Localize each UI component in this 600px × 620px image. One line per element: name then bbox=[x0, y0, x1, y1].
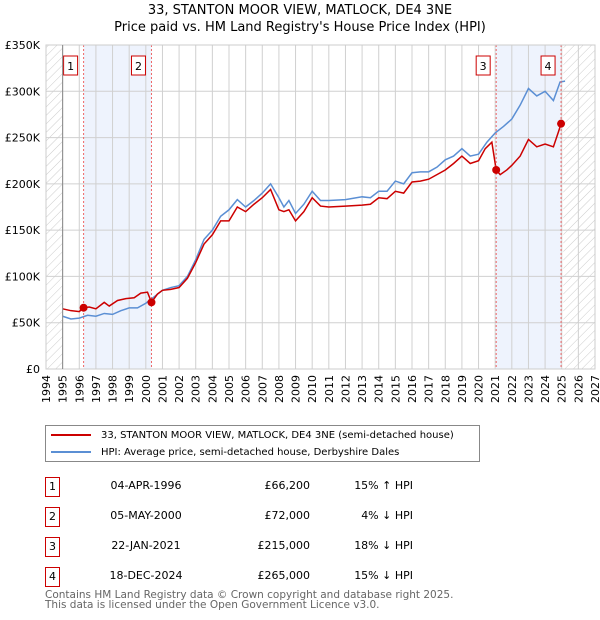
y-tick-label: £0 bbox=[26, 363, 40, 376]
legend-item-property: 33, STANTON MOOR VIEW, MATLOCK, DE4 3NE … bbox=[46, 427, 454, 443]
x-tick-label: 1995 bbox=[57, 375, 70, 403]
x-tick-label: 2004 bbox=[206, 375, 219, 403]
sale-price: £72,000 bbox=[264, 509, 311, 522]
x-tick-label: 1997 bbox=[90, 375, 103, 403]
price-chart: 1 2 3 4 1994 1995 1996 1997 1998 1999 2000 2001 2002… bbox=[5, 39, 600, 403]
sale-date: 04-APR-1996 bbox=[110, 479, 182, 492]
x-tick-label: 2026 bbox=[572, 375, 585, 403]
x-tick-label: 2019 bbox=[456, 375, 469, 403]
x-tick-label: 2012 bbox=[339, 375, 352, 403]
legend: 33, STANTON MOOR VIEW, MATLOCK, DE4 3NE … bbox=[45, 425, 480, 462]
x-tick-label: 2022 bbox=[506, 375, 519, 403]
legend-item-hpi: HPI: Average price, semi-detached house,… bbox=[46, 444, 399, 460]
y-tick-label: £200K bbox=[5, 178, 41, 191]
x-tick-label: 2027 bbox=[589, 375, 600, 403]
x-tick-label: 2015 bbox=[389, 375, 402, 403]
x-tick-label: 2013 bbox=[356, 375, 369, 403]
x-tick-label: 2023 bbox=[522, 375, 535, 403]
sale-date: 22-JAN-2021 bbox=[111, 539, 181, 552]
sale-badge: 1 bbox=[45, 477, 60, 497]
x-tick-label: 2021 bbox=[489, 375, 502, 403]
shaded-range bbox=[83, 45, 152, 369]
x-tick-label: 2006 bbox=[240, 375, 253, 403]
x-tick-label: 2002 bbox=[173, 375, 186, 403]
sale-date: 05-MAY-2000 bbox=[110, 509, 182, 522]
y-tick-label: £300K bbox=[5, 85, 41, 98]
x-tick-label: 2007 bbox=[256, 375, 269, 403]
sale-hpi-diff: 18% ↓ HPI bbox=[354, 539, 413, 552]
sale-row: 4 18-DEC-2024 £265,000 15% ↓ HPI bbox=[45, 567, 445, 589]
x-tick-label: 1994 bbox=[40, 375, 53, 403]
x-tick-label: 2024 bbox=[539, 375, 552, 403]
y-tick-label: £250K bbox=[5, 132, 41, 145]
chart-title: 33, STANTON MOOR VIEW, MATLOCK, DE4 3NE bbox=[147, 3, 453, 18]
sale-hpi-diff: 4% ↓ HPI bbox=[361, 509, 413, 522]
sale-point bbox=[492, 165, 501, 174]
sale-label: 4 bbox=[545, 60, 552, 73]
x-tick-label: 2025 bbox=[556, 375, 569, 403]
x-tick-label: 2008 bbox=[273, 375, 286, 403]
legend-label: HPI: Average price, semi-detached house,… bbox=[101, 446, 400, 458]
hpi-line bbox=[62, 80, 566, 320]
x-tick-label: 2016 bbox=[406, 375, 419, 403]
footer: Contains HM Land Registry data © Crown c… bbox=[45, 589, 454, 611]
x-tick-label: 2001 bbox=[156, 375, 169, 403]
x-tick-label: 2020 bbox=[473, 375, 486, 403]
footer-line-1: Contains HM Land Registry data © Crown c… bbox=[45, 589, 454, 601]
hatched-region bbox=[563, 45, 595, 369]
sale-price: £265,000 bbox=[257, 569, 311, 582]
sale-label-box bbox=[540, 55, 556, 76]
x-tick-label: 2017 bbox=[423, 375, 436, 403]
footer-line-2: This data is licensed under the Open Gov… bbox=[45, 599, 380, 611]
x-tick-label: 2005 bbox=[223, 375, 236, 403]
x-tick-label: 1996 bbox=[73, 375, 86, 403]
legend-label: 33, STANTON MOOR VIEW, MATLOCK, DE4 3NE … bbox=[101, 429, 454, 441]
sale-row: 2 05-MAY-2000 £72,000 4% ↓ HPI bbox=[45, 507, 445, 529]
sale-row: 1 04-APR-1996 £66,200 15% ↑ HPI bbox=[45, 477, 445, 499]
x-tick-label: 2014 bbox=[373, 375, 386, 403]
sale-point bbox=[557, 119, 566, 128]
sale-label: 3 bbox=[480, 60, 487, 73]
sale-hpi-diff: 15% ↓ HPI bbox=[354, 569, 413, 582]
sale-badge: 3 bbox=[45, 537, 60, 557]
x-tick-label: 1998 bbox=[107, 375, 120, 403]
sale-badge: 2 bbox=[45, 507, 60, 527]
legend-swatch-blue bbox=[51, 451, 91, 453]
sale-point bbox=[79, 303, 88, 312]
sale-hpi-diff: 15% ↑ HPI bbox=[354, 479, 413, 492]
sale-row: 3 22-JAN-2021 £215,000 18% ↓ HPI bbox=[45, 537, 445, 559]
chart-subtitle: Price paid vs. HM Land Registry's House … bbox=[114, 20, 486, 35]
sale-label: 2 bbox=[135, 60, 142, 73]
x-tick-label: 2018 bbox=[439, 375, 452, 403]
y-tick-label: £50K bbox=[12, 317, 41, 330]
sale-label-box bbox=[130, 55, 146, 76]
plot-border bbox=[45, 44, 596, 370]
property-price-line bbox=[62, 123, 562, 313]
sale-price: £215,000 bbox=[257, 539, 311, 552]
legend-swatch-red bbox=[51, 434, 91, 436]
y-tick-label: £350K bbox=[5, 39, 41, 52]
x-tick-label: 2009 bbox=[290, 375, 303, 403]
x-tick-label: 2003 bbox=[190, 375, 203, 403]
y-tick-label: £100K bbox=[5, 270, 41, 283]
hatched-region bbox=[46, 45, 63, 369]
sale-badge: 4 bbox=[45, 567, 60, 587]
x-tick-label: 2011 bbox=[323, 375, 336, 403]
sale-label: 1 bbox=[67, 60, 74, 73]
x-tick-label: 2000 bbox=[140, 375, 153, 403]
sale-point bbox=[147, 298, 156, 307]
y-tick-label: £150K bbox=[5, 224, 41, 237]
x-tick-label: 1999 bbox=[123, 375, 136, 403]
sale-label-box bbox=[475, 55, 491, 76]
x-tick-label: 2010 bbox=[306, 375, 319, 403]
sale-price: £66,200 bbox=[264, 479, 311, 492]
sale-date: 18-DEC-2024 bbox=[109, 569, 183, 582]
sale-label-box bbox=[63, 55, 79, 76]
